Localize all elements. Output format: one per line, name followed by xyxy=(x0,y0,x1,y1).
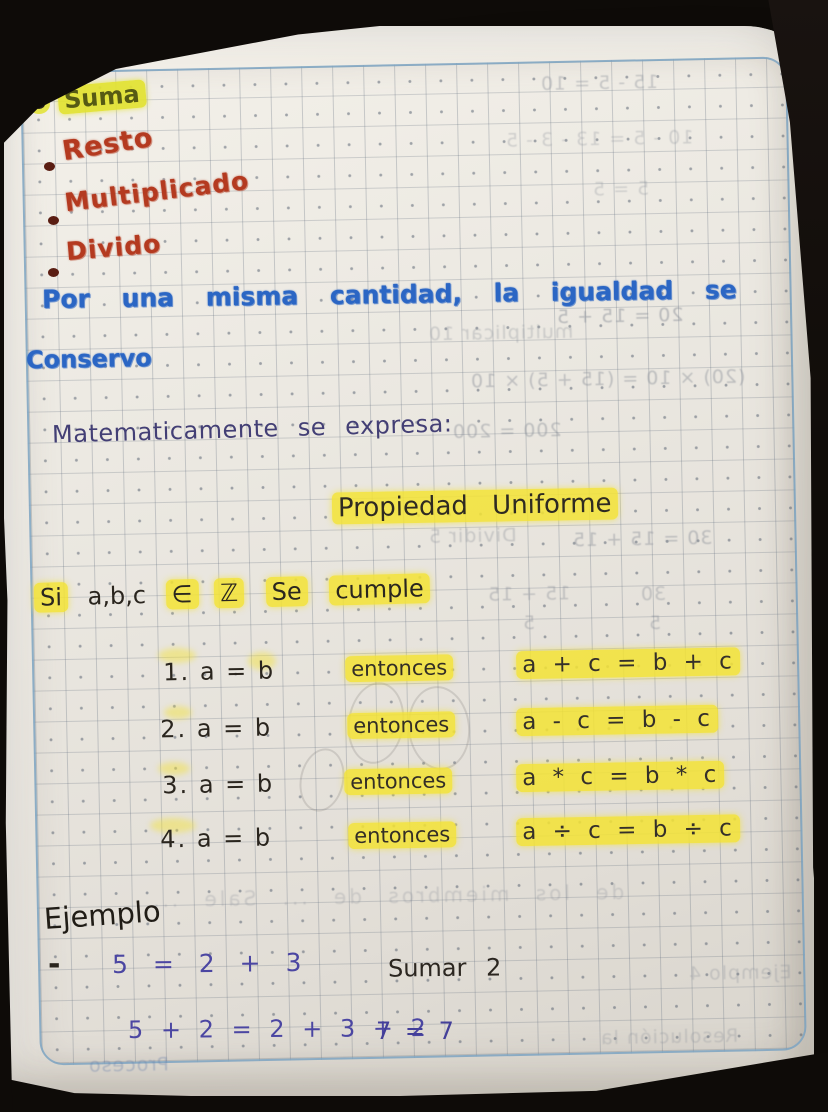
example-operation: Sumar 2 xyxy=(387,953,502,983)
element-of-symbol: ∈ xyxy=(165,578,199,610)
rule-number: 2. xyxy=(160,714,188,744)
rule-number-equation: 3. a = b xyxy=(162,769,275,800)
rule-number-equation: 4. a = b xyxy=(160,823,273,854)
rule-result: a * c = b * c xyxy=(515,760,725,793)
rule-number-equation: 1. a = b xyxy=(163,656,276,687)
highlighter-smudge xyxy=(158,648,196,663)
ghost-text: 15 - 5 = 10 xyxy=(539,70,659,96)
condition-word: cumple xyxy=(328,573,431,606)
highlighter-smudge xyxy=(150,818,196,833)
rule-keyword: entonces xyxy=(348,821,457,850)
rule-result: a + c = b + c xyxy=(515,647,741,680)
rule-result-text: a + c = b + c xyxy=(515,647,741,680)
rule-keyword: entonces xyxy=(345,654,454,683)
ghost-text: 30 = 15 + 15 xyxy=(571,526,713,552)
ghost-text: Dividir 5 xyxy=(427,524,517,548)
rule-result-text: a * c = b * c xyxy=(515,760,725,793)
condition-vars: a,b,c xyxy=(87,581,147,611)
ghost-text: 5 xyxy=(521,611,536,635)
highlighter-smudge xyxy=(248,652,276,670)
rule-keyword: entonces xyxy=(347,711,456,740)
ghost-text: 5 = 5 xyxy=(591,177,650,201)
ghost-text: 20 = 15 + 5 xyxy=(555,303,684,329)
rule-equation: a = b xyxy=(199,656,276,686)
ghost-text: 5 xyxy=(647,611,662,635)
integers-symbol: ℤ xyxy=(213,577,245,609)
rule-keyword-text: entonces xyxy=(347,711,456,740)
rule-keyword-text: entonces xyxy=(345,654,454,683)
ghost-text: Proceso xyxy=(87,1053,169,1077)
bullet-dot xyxy=(48,268,59,277)
rule-equation: a = b xyxy=(196,823,273,853)
highlighter-smudge xyxy=(164,706,192,719)
note-line-2: Conservo xyxy=(25,343,152,375)
condition-word: Se xyxy=(265,576,308,608)
rule-keyword: entonces xyxy=(344,767,453,796)
rule-result: a - c = b - c xyxy=(515,704,719,737)
rule-result-text: a - c = b - c xyxy=(515,704,719,737)
example-line-1: 5 = 2 + 3 xyxy=(111,947,304,980)
ghost-text: 30 xyxy=(639,582,667,606)
ghost-text: multiplicar 10 xyxy=(427,320,574,346)
ghost-text: 15 + 15 xyxy=(486,582,571,606)
bullet-dot xyxy=(48,216,59,225)
rule-number: 4. xyxy=(160,824,188,854)
section-title-text: Propiedad Uniforme xyxy=(331,487,618,525)
rule-number: 3. xyxy=(162,770,190,800)
section-title: Propiedad Uniforme xyxy=(331,487,618,525)
notebook-page xyxy=(4,26,814,1096)
ghost-text: Ejemplo 4 xyxy=(687,961,792,985)
rule-equation: a = b xyxy=(196,713,273,743)
bullet-dot xyxy=(44,162,55,171)
condition-word: Si xyxy=(33,582,69,613)
example-check: 7 = 7 xyxy=(376,1017,454,1045)
rule-result: a ÷ c = b ÷ c xyxy=(515,814,741,847)
rule-equation: a = b xyxy=(198,769,275,799)
rule-number-equation: 2. a = b xyxy=(160,713,273,744)
ghost-text: 200 = 200 xyxy=(451,419,562,443)
rule-result-text: a ÷ c = b ÷ c xyxy=(515,814,741,847)
highlighter-smudge xyxy=(158,762,190,775)
example-dash: - xyxy=(48,947,61,982)
ghost-text: Resolución la xyxy=(599,1024,739,1050)
rule-keyword-text: entonces xyxy=(348,821,457,850)
rule-number: 1. xyxy=(163,657,191,687)
rule-keyword-text: entonces xyxy=(344,767,453,796)
ghost-text: 10 - 5 = 13 - 3 - 5 xyxy=(504,126,694,152)
